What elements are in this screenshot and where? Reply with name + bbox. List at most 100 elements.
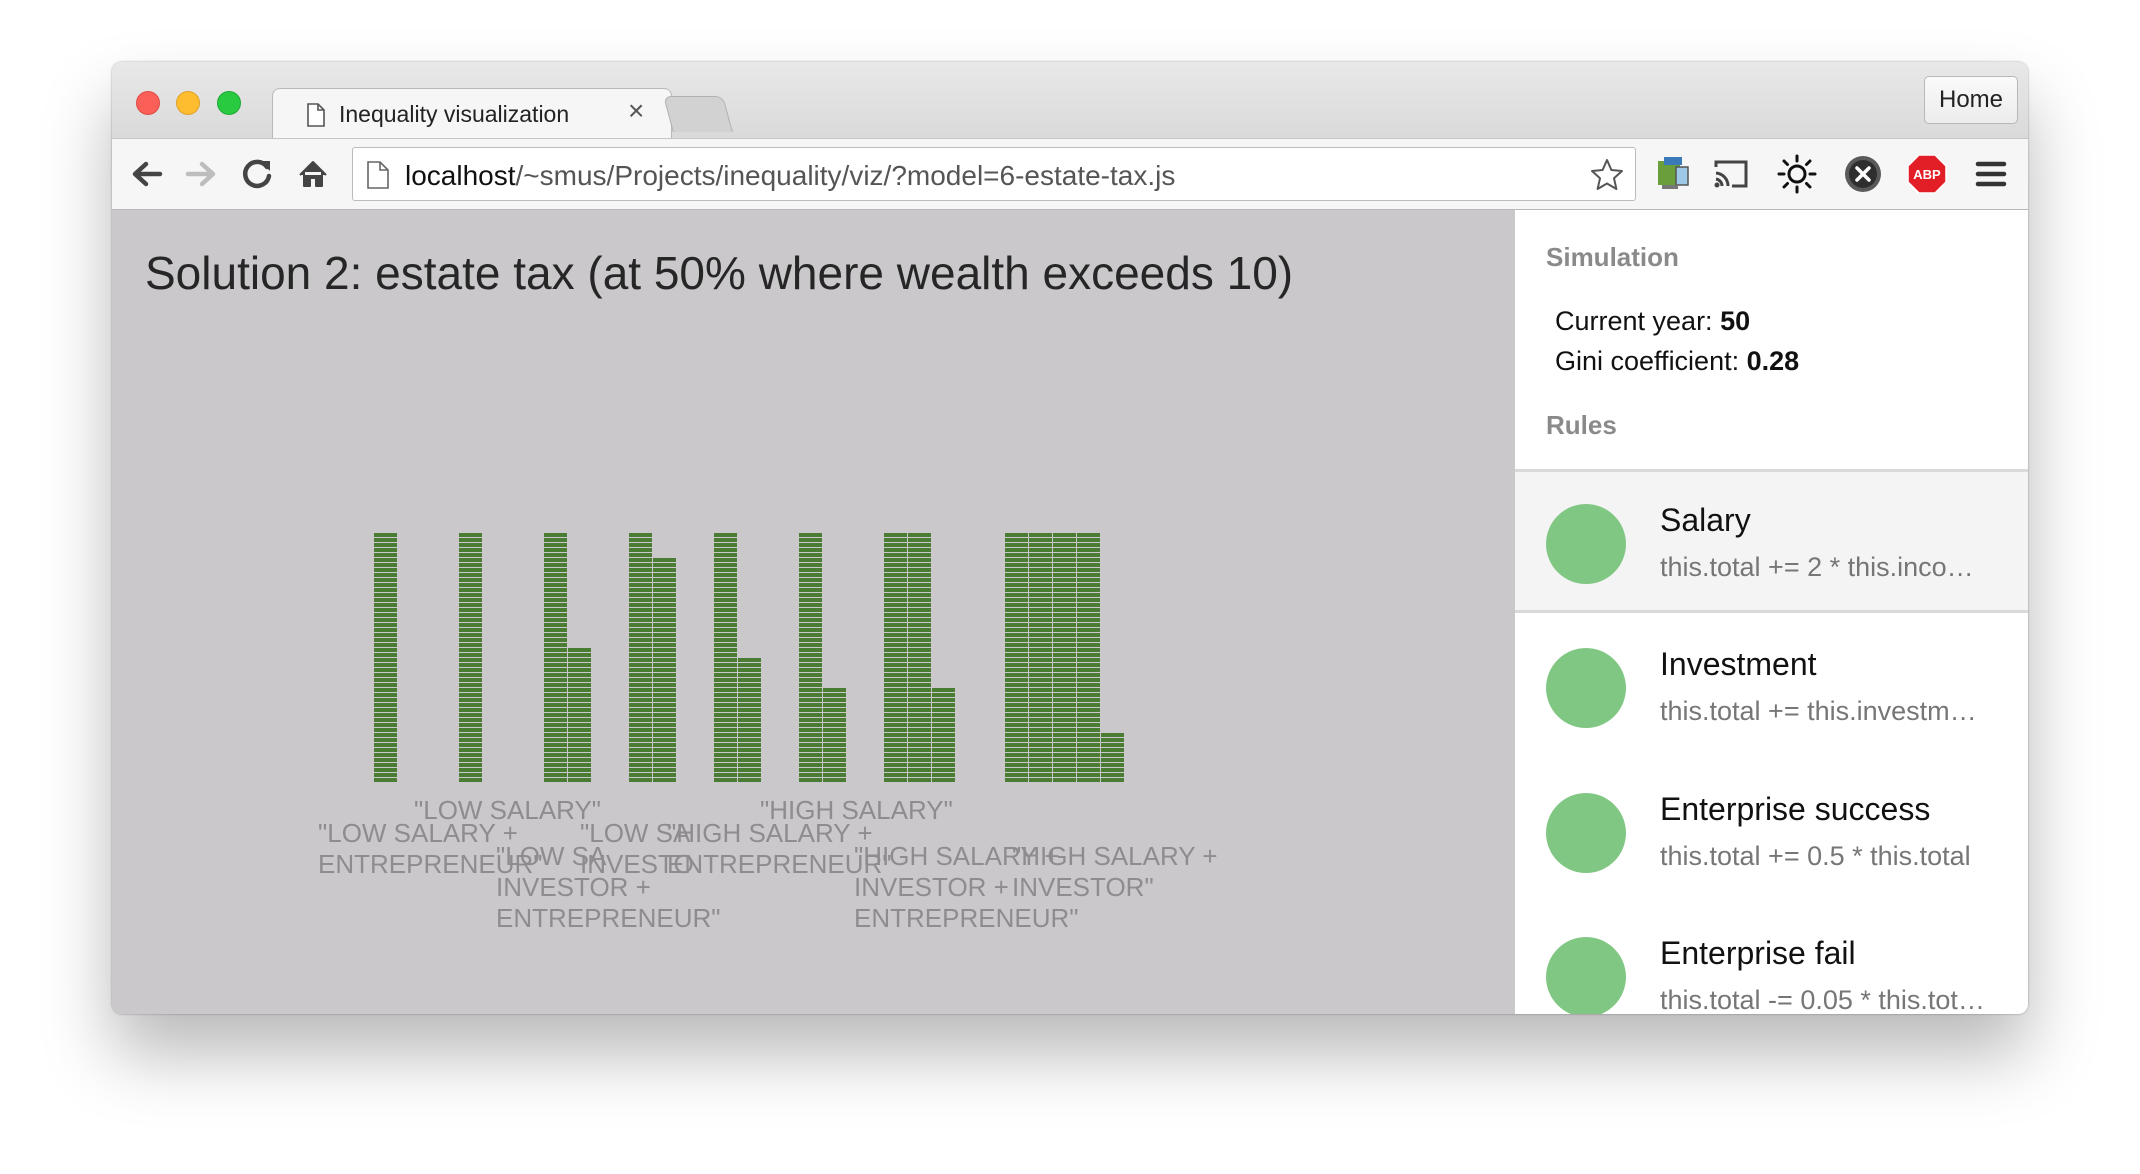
wealth-block: [374, 708, 397, 712]
window-minimize-button[interactable]: [176, 91, 200, 115]
window-maximize-button[interactable]: [217, 91, 241, 115]
wealth-block: [738, 663, 761, 667]
rule-item-enterprise-success[interactable]: Enterprise success this.total += 0.5 * t…: [1515, 761, 2028, 905]
wealth-block: [1053, 598, 1076, 602]
star-icon[interactable]: [1589, 157, 1625, 193]
wealth-block: [738, 738, 761, 742]
wealth-block: [908, 768, 931, 772]
wealth-block: [714, 683, 737, 687]
wealth-block: [1077, 593, 1100, 597]
wealth-block: [653, 668, 676, 672]
wealth-block: [1077, 608, 1100, 612]
wealth-block: [1029, 723, 1052, 727]
page-icon: [367, 161, 389, 189]
wealth-block: [884, 688, 907, 692]
tab-inequality-visualization[interactable]: Inequality visualization ×: [272, 88, 672, 140]
category-label: "LOW SA INVESTO: [580, 818, 694, 879]
wealth-block: [1053, 573, 1076, 577]
wealth-block: [908, 748, 931, 752]
wealth-block: [1029, 773, 1052, 777]
close-circle-icon[interactable]: [1842, 153, 1884, 195]
page-title: Solution 2: estate tax (at 50% where wea…: [145, 247, 1294, 299]
wealth-block: [714, 773, 737, 777]
menu-icon[interactable]: [1970, 153, 2012, 195]
wealth-block: [714, 723, 737, 727]
wealth-block: [374, 773, 397, 777]
wealth-block: [714, 653, 737, 657]
wealth-block: [653, 593, 676, 597]
chart-group: [459, 533, 482, 782]
extension-icon[interactable]: [1652, 153, 1694, 195]
wealth-block: [1101, 768, 1124, 772]
rule-item-salary[interactable]: Salary this.total += 2 * this.inco…: [1515, 469, 2028, 613]
wealth-block: [1029, 638, 1052, 642]
wealth-block: [1029, 643, 1052, 647]
wealth-block: [1029, 703, 1052, 707]
new-tab-button[interactable]: [663, 96, 733, 132]
wealth-block: [1077, 678, 1100, 682]
rule-item-enterprise-fail[interactable]: Enterprise fail this.total -= 0.05 * thi…: [1515, 905, 2028, 1014]
address-bar[interactable]: localhost/~smus/Projects/inequality/viz/…: [352, 147, 1636, 201]
wealth-block: [374, 638, 397, 642]
wealth-block: [1005, 588, 1028, 592]
wealth-block: [908, 573, 931, 577]
close-icon[interactable]: ×: [628, 95, 645, 126]
wealth-block: [908, 673, 931, 677]
wealth-block: [1029, 663, 1052, 667]
wealth-block: [823, 758, 846, 762]
wealth-block: [629, 768, 652, 772]
reload-icon[interactable]: [238, 155, 276, 193]
wealth-block: [1029, 648, 1052, 652]
forward-arrow-icon[interactable]: [182, 155, 220, 193]
wealth-block: [653, 613, 676, 617]
wealth-block: [908, 733, 931, 737]
rule-name: Salary: [1660, 502, 1751, 538]
wealth-block: [1005, 648, 1028, 652]
wealth-block: [1005, 713, 1028, 717]
wealth-block: [1053, 763, 1076, 767]
wealth-block: [1029, 613, 1052, 617]
wealth-block: [653, 678, 676, 682]
wealth-block: [1053, 608, 1076, 612]
wealth-block: [629, 693, 652, 697]
wealth-block: [1005, 758, 1028, 762]
wealth-block: [1053, 673, 1076, 677]
wealth-block: [1029, 573, 1052, 577]
wealth-block: [908, 583, 931, 587]
wealth-block: [799, 708, 822, 712]
category-label-line: "HIGH SALARY +: [854, 841, 1060, 871]
back-arrow-icon[interactable]: [128, 155, 166, 193]
wealth-block: [1053, 628, 1076, 632]
brightness-icon[interactable]: [1776, 153, 1818, 195]
wealth-block: [1029, 553, 1052, 557]
wealth-block: [544, 593, 567, 597]
wealth-block: [459, 648, 482, 652]
wealth-block: [459, 533, 482, 537]
wealth-block: [799, 668, 822, 672]
window-close-button[interactable]: [136, 91, 160, 115]
category-label-line: "HIGH SALARY": [760, 795, 953, 825]
wealth-block: [544, 713, 567, 717]
wealth-block: [1077, 683, 1100, 687]
wealth-block: [908, 758, 931, 762]
rule-name: Enterprise success: [1660, 791, 1931, 827]
wealth-block: [823, 743, 846, 747]
wealth-block: [714, 698, 737, 702]
wealth-block: [1053, 543, 1076, 547]
url-path: /~smus/Projects/inequality/viz/?model=6-…: [515, 160, 1176, 191]
wealth-block: [568, 688, 591, 692]
cast-icon[interactable]: [1710, 153, 1752, 195]
wealth-block: [459, 768, 482, 772]
wealth-block: [629, 593, 652, 597]
wealth-block: [1077, 653, 1100, 657]
chart-column: [1101, 733, 1124, 782]
wealth-block: [544, 558, 567, 562]
wealth-block: [653, 558, 676, 562]
home-button[interactable]: Home: [1924, 76, 2018, 124]
wealth-block: [544, 598, 567, 602]
adblock-icon[interactable]: ABP: [1906, 153, 1948, 195]
wealth-block: [884, 773, 907, 777]
home-icon[interactable]: [294, 155, 332, 193]
rule-item-investment[interactable]: Investment this.total += this.investm…: [1515, 616, 2028, 760]
wealth-block: [629, 668, 652, 672]
